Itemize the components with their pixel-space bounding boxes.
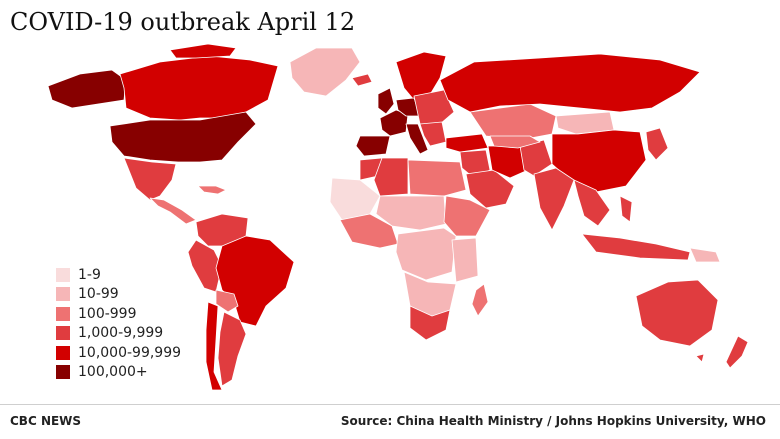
region-uk (377, 87, 395, 115)
region-chile (205, 301, 223, 391)
region-sahel-central (375, 195, 447, 231)
region-horn-africa (443, 195, 491, 237)
region-italy (405, 123, 429, 155)
region-indonesia (581, 233, 691, 261)
region-india (533, 167, 575, 231)
region-libya-egypt (407, 159, 467, 197)
region-papua (689, 247, 721, 263)
region-southeast-asia (573, 179, 611, 227)
region-south-africa (409, 305, 451, 341)
legend-swatch (56, 306, 70, 321)
region-algeria (373, 157, 409, 197)
region-france (379, 109, 409, 137)
legend: 1-9 10-99 100-999 1,000-9,999 10,000-99,… (56, 265, 181, 382)
legend-item: 1,000-9,999 (56, 324, 181, 344)
legend-label: 10,000-99,999 (78, 344, 182, 361)
region-east-africa (451, 237, 479, 283)
region-turkey (445, 133, 489, 153)
region-canada (119, 55, 279, 121)
region-pakistan-afghanistan (519, 139, 553, 177)
brand-label: CBC NEWS (10, 414, 82, 428)
legend-swatch (56, 345, 70, 360)
legend-label: 1-9 (78, 266, 101, 283)
footer-divider (0, 404, 780, 405)
legend-item: 10,000-99,999 (56, 343, 181, 363)
region-peru (187, 239, 223, 293)
legend-swatch (56, 267, 70, 282)
region-korea-japan (645, 127, 669, 161)
region-sahel-west (329, 177, 381, 221)
legend-swatch (56, 326, 70, 341)
region-balkans (419, 121, 447, 147)
legend-item: 100,000+ (56, 363, 181, 383)
region-tasmania (695, 353, 705, 363)
region-spain-portugal (355, 135, 391, 157)
legend-item: 100-999 (56, 304, 181, 324)
region-caribbean (197, 185, 227, 195)
region-bolivia (215, 289, 239, 313)
legend-item: 1-9 (56, 265, 181, 285)
legend-item: 10-99 (56, 285, 181, 305)
source-credit: Source: China Health Ministry / Johns Ho… (340, 414, 766, 428)
world-map (47, 43, 749, 391)
legend-label: 10-99 (78, 286, 119, 303)
legend-swatch (56, 365, 70, 380)
map-title: COVID-19 outbreak April 12 (10, 8, 356, 36)
legend-label: 1,000-9,999 (78, 325, 164, 342)
region-argentina (217, 311, 247, 387)
region-philippines (619, 195, 633, 223)
region-iceland (351, 73, 373, 87)
legend-swatch (56, 287, 70, 302)
region-brazil (215, 235, 295, 327)
region-australia (635, 279, 719, 347)
region-central-america (149, 197, 197, 225)
region-scandinavia (395, 51, 447, 101)
region-central-asia (489, 135, 541, 149)
region-canada-arctic (169, 43, 237, 59)
region-new-zealand (725, 335, 749, 369)
region-russia (439, 53, 701, 113)
region-germany-benelux (395, 97, 421, 117)
region-alaska (47, 69, 127, 109)
region-eastern-europe (413, 89, 455, 125)
region-greenland (289, 47, 361, 97)
region-usa (109, 111, 257, 163)
region-central-africa (395, 227, 457, 281)
legend-label: 100,000+ (78, 364, 148, 381)
legend-label: 100-999 (78, 305, 137, 322)
region-madagascar (471, 283, 489, 317)
region-mexico (123, 157, 177, 201)
